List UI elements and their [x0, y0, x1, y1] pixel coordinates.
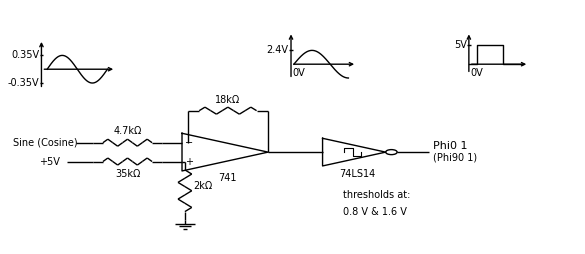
- Text: −: −: [185, 138, 194, 148]
- Text: 2kΩ: 2kΩ: [193, 181, 212, 191]
- Text: 0.35V: 0.35V: [11, 50, 39, 60]
- Text: 74LS14: 74LS14: [339, 169, 375, 179]
- Text: 2.4V: 2.4V: [267, 45, 289, 55]
- Text: +5V: +5V: [39, 156, 60, 167]
- Text: 35kΩ: 35kΩ: [115, 169, 140, 179]
- Text: 741: 741: [219, 173, 237, 183]
- Text: (Phi90 1): (Phi90 1): [433, 153, 477, 163]
- Text: Phi0 1: Phi0 1: [433, 141, 468, 151]
- Text: 5V: 5V: [454, 40, 467, 50]
- Text: 0V: 0V: [292, 68, 305, 78]
- Text: thresholds at:: thresholds at:: [343, 190, 410, 200]
- Text: -0.35V: -0.35V: [8, 78, 39, 88]
- Text: 4.7kΩ: 4.7kΩ: [113, 126, 142, 136]
- Text: 18kΩ: 18kΩ: [215, 95, 240, 105]
- Text: 0.8 V & 1.6 V: 0.8 V & 1.6 V: [343, 208, 407, 217]
- Text: Sine (Cosine): Sine (Cosine): [13, 138, 77, 148]
- Text: 0V: 0V: [470, 68, 483, 78]
- Text: +: +: [185, 156, 194, 167]
